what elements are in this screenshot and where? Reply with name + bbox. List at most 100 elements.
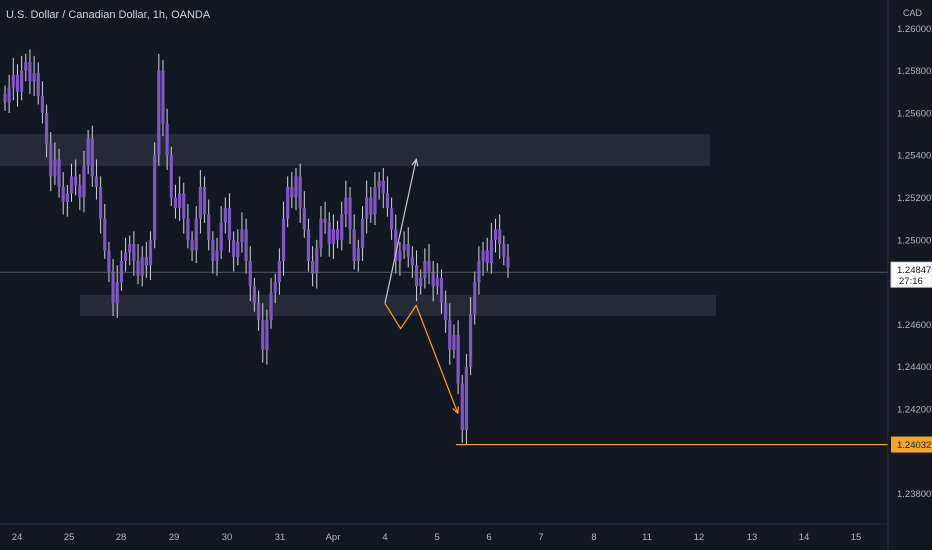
y-tick-label: 1.25600 — [897, 108, 931, 119]
x-tick-label: 12 — [694, 532, 705, 543]
x-tick-label: 15 — [851, 532, 862, 543]
candle-body — [240, 229, 244, 242]
candle-body — [335, 229, 340, 240]
candle-body — [477, 260, 481, 283]
candle-body — [28, 62, 32, 82]
candle-body — [348, 197, 352, 230]
candle-body — [414, 265, 419, 287]
candle-body — [344, 197, 348, 215]
candle-body — [390, 208, 394, 230]
candle-body — [456, 335, 460, 384]
candle-body — [294, 176, 298, 198]
candle-body — [323, 218, 327, 223]
y-tick-label: 1.25800 — [897, 66, 931, 77]
candle-body — [169, 155, 173, 198]
current-price-badge — [890, 261, 932, 288]
y-tick-label: 1.25000 — [897, 235, 931, 246]
candle-body — [49, 144, 53, 177]
candle-body — [273, 282, 277, 293]
projection-arrowhead-bearish — [452, 406, 459, 415]
candle-body — [281, 218, 286, 261]
candle-body — [423, 260, 427, 278]
candle-body — [11, 74, 15, 88]
candle-body — [473, 282, 477, 314]
candle-body — [44, 112, 49, 145]
candle-body — [198, 186, 202, 219]
candle-body — [190, 239, 194, 251]
candle-body — [144, 256, 148, 266]
target-price-badge — [891, 436, 932, 453]
candle-body — [57, 159, 61, 187]
candle-body — [165, 123, 169, 156]
candle-body — [460, 383, 464, 431]
candle-body — [219, 222, 223, 251]
candle-body — [157, 70, 161, 156]
zone-support — [80, 294, 716, 316]
candle-body — [161, 70, 165, 124]
x-tick-label: 31 — [275, 532, 286, 543]
candle-body — [53, 159, 57, 177]
candle-body — [431, 271, 435, 287]
candle-body — [331, 229, 336, 245]
candle-body — [493, 229, 498, 240]
candle-body — [132, 244, 136, 261]
candle-body — [394, 229, 398, 261]
candle-body — [20, 70, 24, 92]
candle-body — [277, 260, 281, 283]
candle-body — [3, 93, 7, 103]
candle-body — [119, 260, 123, 283]
candle-body — [261, 320, 265, 350]
candle-body — [186, 218, 190, 240]
candle-body — [356, 248, 360, 261]
zone-resistance — [0, 134, 710, 166]
candle-body — [36, 72, 40, 97]
candle-body — [419, 277, 423, 287]
candle-body — [439, 277, 444, 304]
y-tick-label: 1.24600 — [897, 320, 931, 331]
x-tick-label: 28 — [116, 532, 127, 543]
candle-body — [481, 250, 485, 261]
candle-body — [211, 239, 215, 261]
x-tick-label: 5 — [434, 532, 439, 543]
candle-body — [269, 292, 273, 321]
x-tick-label: 6 — [486, 532, 491, 543]
candle-body — [182, 193, 186, 219]
candle-body — [248, 260, 252, 287]
candle-body — [148, 239, 153, 266]
candle-body — [173, 197, 178, 209]
candle-body — [69, 176, 74, 194]
y-tick-label: 1.23800 — [897, 489, 931, 500]
price-currency-label: CAD — [903, 8, 923, 18]
candle-body — [227, 208, 232, 240]
projection-arrowhead-bullish — [411, 158, 419, 167]
candle-body — [444, 303, 448, 321]
candle-body — [236, 241, 240, 257]
candle-body — [107, 250, 111, 272]
candle-body — [115, 282, 119, 304]
candle-body — [298, 176, 302, 209]
x-tick-label: 11 — [642, 532, 652, 543]
candle-body — [315, 248, 319, 274]
candle-body — [86, 138, 90, 166]
candle-body — [153, 155, 157, 240]
candle-body — [15, 74, 20, 92]
candle-body — [78, 184, 82, 198]
candle-body — [123, 252, 128, 261]
y-tick-label: 1.25400 — [897, 151, 931, 162]
x-tick-label: 13 — [747, 532, 758, 543]
x-tick-label: 8 — [591, 532, 596, 543]
candle-body — [506, 256, 510, 268]
x-tick-label: 30 — [222, 532, 233, 543]
candle-body — [111, 271, 115, 304]
candle-body — [464, 366, 469, 431]
countdown-label: 27:16 — [899, 276, 923, 287]
candle-body — [90, 138, 94, 177]
candle-body — [377, 180, 381, 187]
candle-body — [327, 222, 331, 245]
candle-body — [319, 218, 323, 249]
candle-body — [360, 218, 365, 249]
candle-body — [381, 180, 385, 194]
